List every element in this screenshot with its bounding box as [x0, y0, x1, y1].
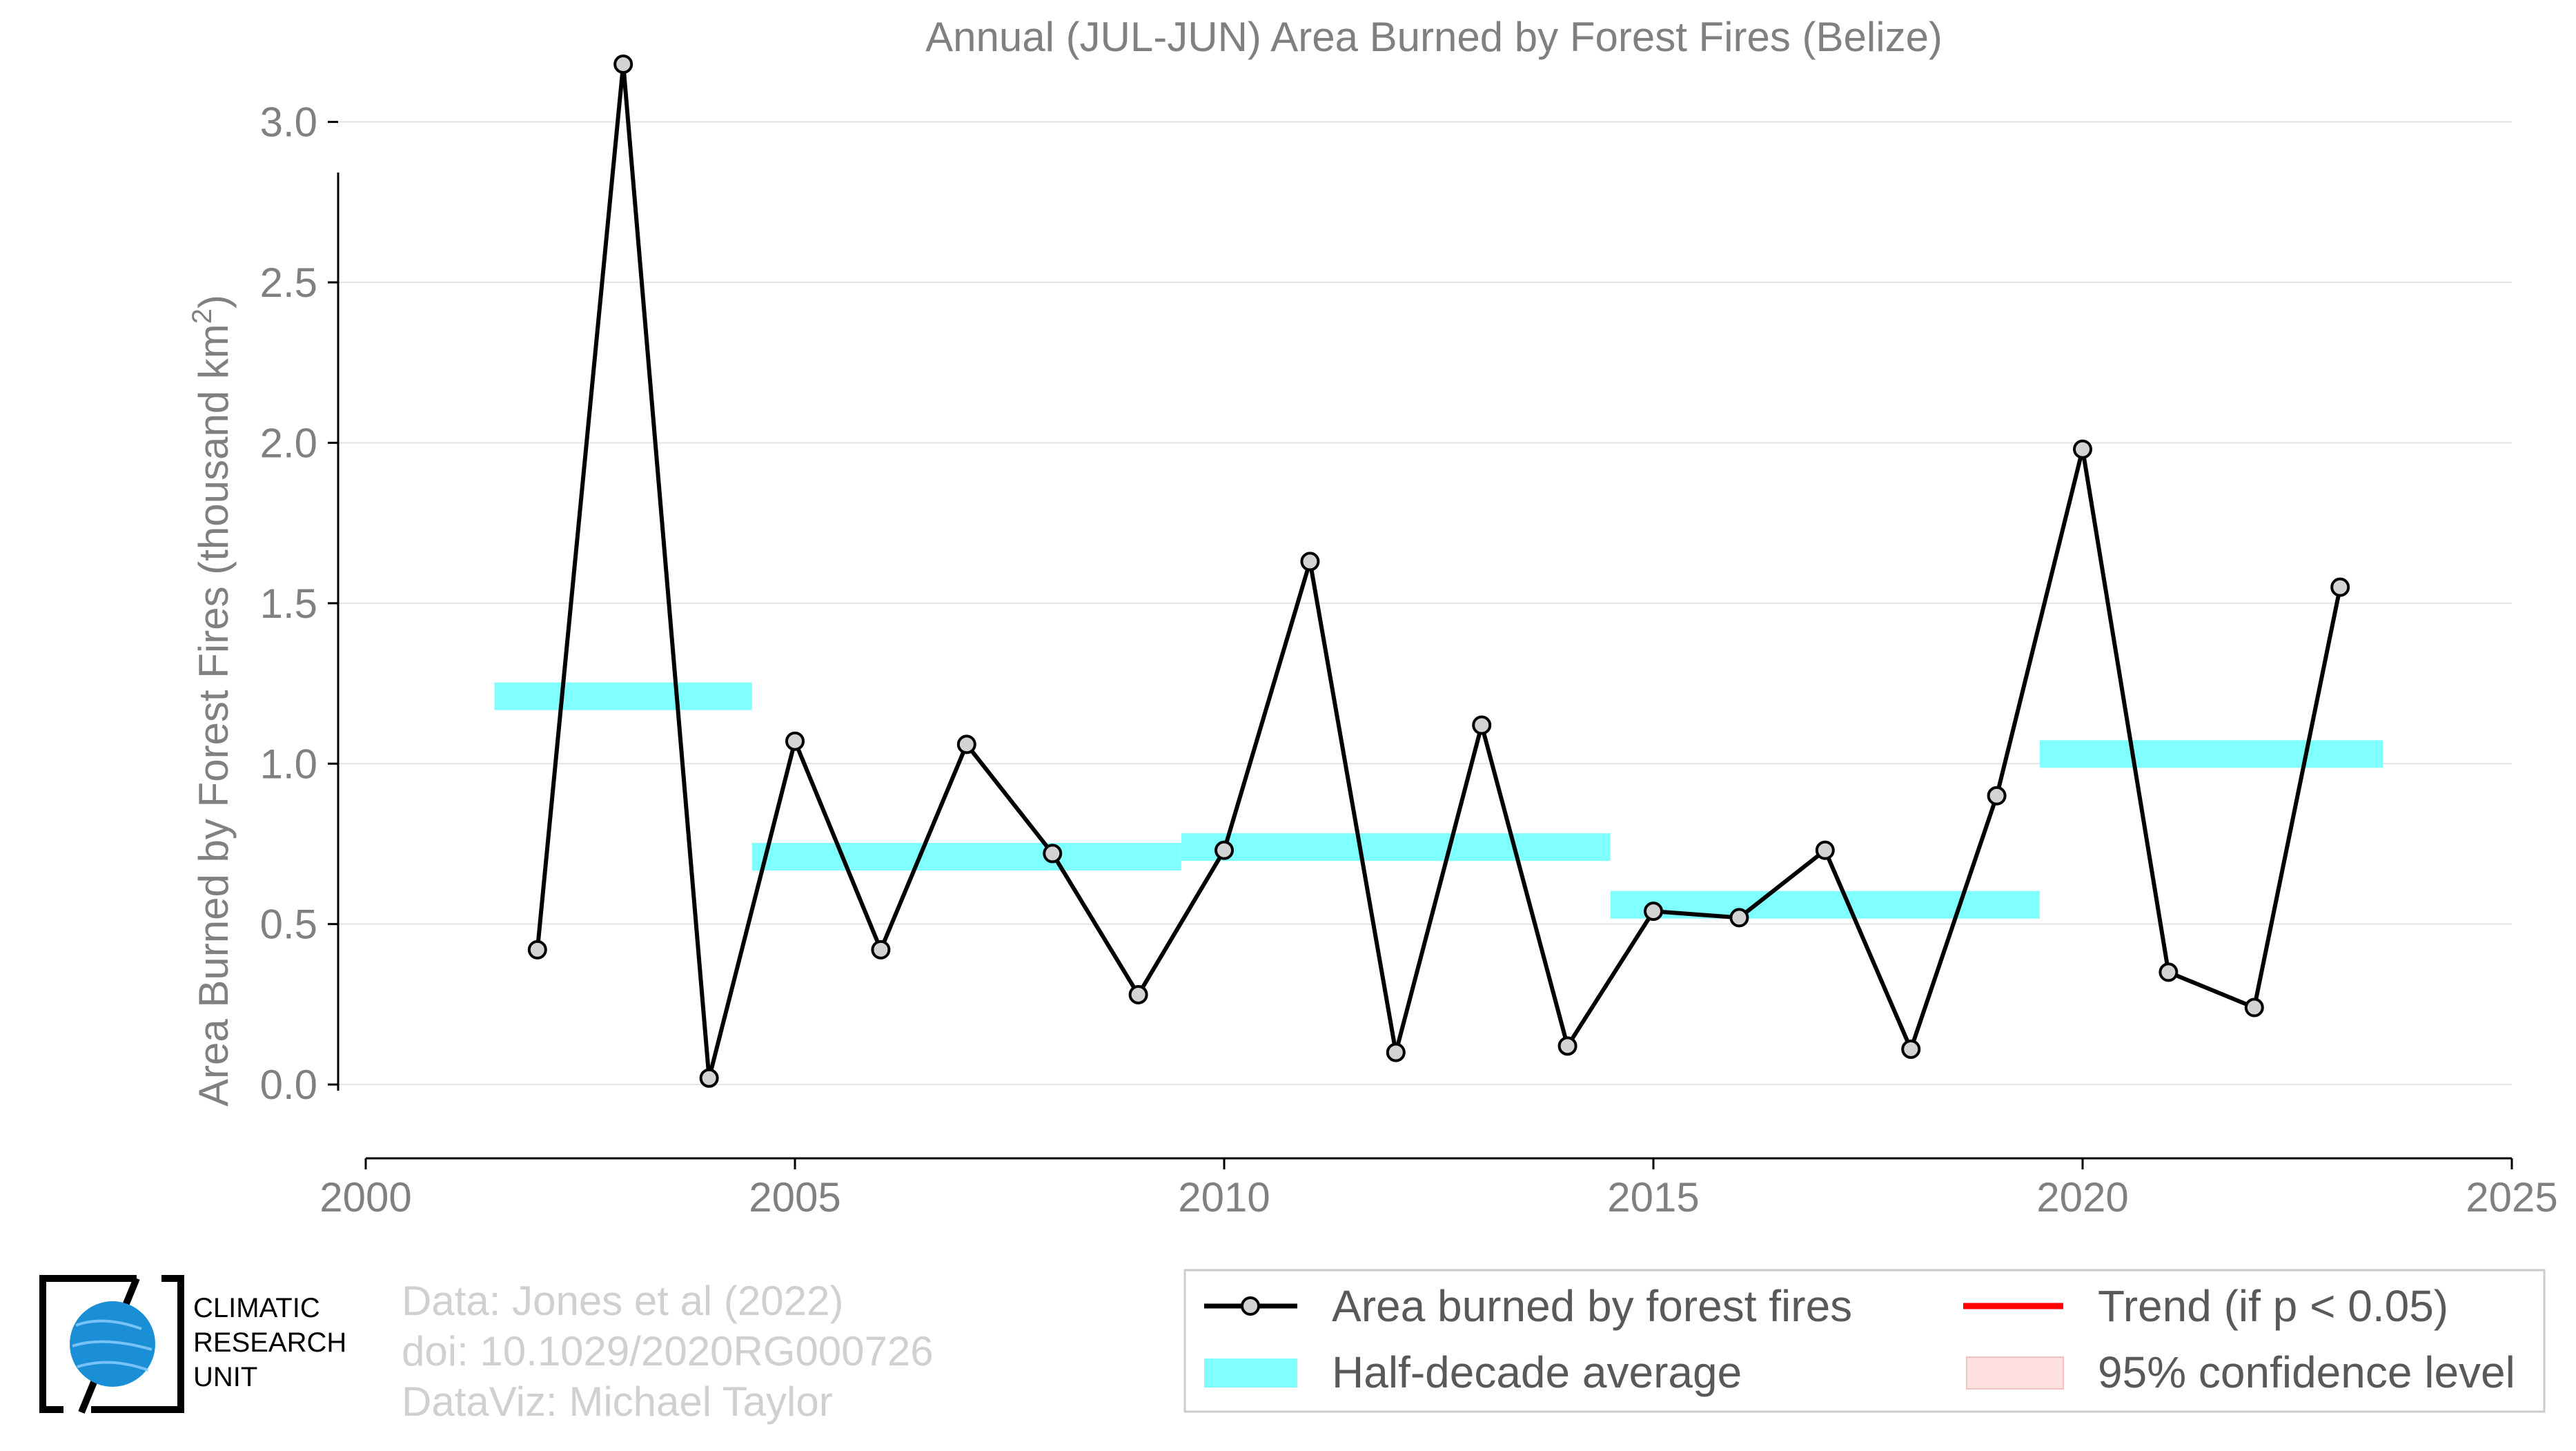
data-point	[1043, 844, 1063, 864]
legend-label-band: Half-decade average	[1332, 1347, 1742, 1397]
logo-bracket-left	[39, 1275, 137, 1413]
legend-band-swatch	[1204, 1359, 1297, 1387]
data-point	[2244, 997, 2264, 1017]
data-point	[1901, 1039, 1921, 1059]
half-decade-band	[751, 843, 1181, 871]
data-point	[2073, 439, 2092, 459]
data-point	[1128, 984, 1148, 1004]
y-axis-label-main: Area Burned by Forest Fires (thousand km	[190, 324, 237, 1107]
data-point	[2330, 577, 2350, 597]
legend-series-marker	[1241, 1296, 1260, 1316]
data-point	[1987, 786, 2007, 806]
y-tick-label: 0.0	[260, 1062, 317, 1108]
data-point	[1729, 908, 1749, 928]
y-tick-label: 2.5	[260, 260, 317, 306]
data-point	[956, 734, 976, 754]
chart-title: Annual (JUL-JUN) Area Burned by Forest F…	[925, 14, 1943, 60]
y-axis-label-close: )	[190, 295, 237, 309]
series-area-burned	[527, 54, 2350, 1088]
cru-logo: CLIMATIC RESEARCH UNIT	[39, 1275, 346, 1414]
legend: Area burned by forest fires Trend (if p …	[1183, 1269, 2546, 1413]
data-point	[1557, 1036, 1577, 1056]
data-point	[2159, 962, 2179, 982]
legend-label-series: Area burned by forest fires	[1332, 1281, 1852, 1331]
half-decade-band	[494, 682, 752, 710]
x-tick-label: 2015	[1607, 1174, 1699, 1220]
globe-lines-icon	[72, 1319, 153, 1372]
logo-text-unit: UNIT	[193, 1362, 257, 1392]
data-point	[699, 1068, 719, 1088]
x-tick-label: 2000	[319, 1174, 411, 1220]
x-tick-label: 2010	[1178, 1174, 1270, 1220]
y-axis-ticks: 0.0 0.5 1.0 1.5 2.0 2.5 3.0	[260, 99, 338, 1108]
data-point	[1300, 552, 1320, 572]
legend-box	[1183, 1269, 2546, 1413]
data-point	[1386, 1042, 1406, 1062]
y-axis-label: Area Burned by Forest Fires (thousand km…	[187, 295, 237, 1107]
data-point	[1644, 902, 1663, 922]
y-tick-label: 1.5	[260, 581, 317, 627]
data-point	[527, 939, 547, 960]
y-tick-label: 1.0	[260, 741, 317, 787]
logo-text-research: RESEARCH	[193, 1327, 346, 1358]
half-decade-band	[2039, 740, 2383, 768]
y-tick-label: 0.5	[260, 902, 317, 948]
y-tick-label: 2.0	[260, 420, 317, 466]
legend-label-trend: Trend (if p < 0.05)	[2098, 1281, 2448, 1331]
logo-bracket-right	[91, 1275, 184, 1413]
gridlines	[338, 121, 2512, 1086]
data-point	[871, 939, 891, 960]
data-point	[1815, 840, 1835, 860]
y-axis-label-superscript: 2	[187, 309, 217, 324]
half-decade-band	[1181, 833, 1611, 861]
half-decade-bands	[494, 682, 2383, 919]
x-tick-label: 2025	[2466, 1174, 2557, 1220]
y-tick-label: 3.0	[260, 99, 317, 146]
data-point	[785, 731, 805, 751]
legend-confidence-swatch	[1966, 1356, 2064, 1390]
data-point	[613, 54, 633, 74]
credit-data-source: Data: Jones et al (2022)	[402, 1278, 843, 1324]
x-tick-label: 2020	[2036, 1174, 2128, 1220]
data-point	[1215, 840, 1234, 860]
x-tick-label: 2005	[749, 1174, 840, 1220]
legend-label-confidence: 95% confidence level	[2098, 1347, 2515, 1397]
credit-dataviz: DataViz: Michael Taylor	[402, 1379, 833, 1425]
series-line	[535, 61, 2343, 1080]
x-axis-ticks: 2000 2005 2010 2015 2020 2025	[319, 1158, 2558, 1220]
credit-doi: doi: 10.1029/2020RG000726	[402, 1328, 934, 1374]
data-point	[1472, 715, 1492, 735]
logo-text-climatic: CLIMATIC	[193, 1293, 320, 1323]
